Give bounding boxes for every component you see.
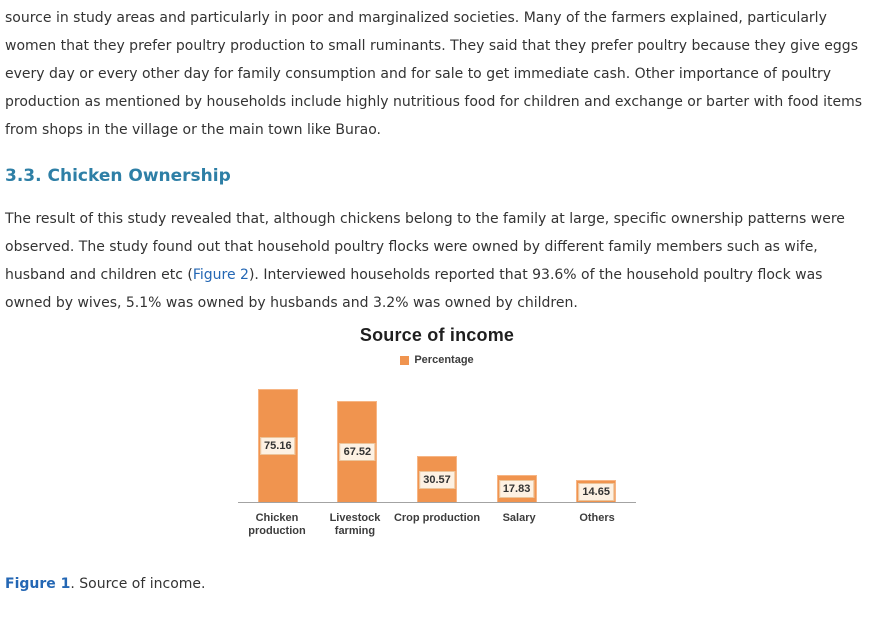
category-label: Others (579, 512, 615, 524)
bar-slot: 14.65 (556, 480, 636, 502)
paragraph-ownership: The result of this study revealed that, … (5, 205, 869, 317)
figure-caption-text: . Source of income. (70, 576, 206, 592)
chart-legend: Percentage (217, 354, 657, 367)
bar-slot: 30.57 (397, 456, 477, 502)
bar: 30.57 (416, 456, 457, 502)
bar-slot: 75.16 (238, 389, 318, 502)
chart-bars: 75.16 67.52 30.57 17.83 14.65 (238, 385, 636, 503)
paragraph-text-before-link: The result of this study revealed that, … (5, 211, 845, 283)
bar-value-label: 67.52 (339, 442, 376, 461)
category-label: Crop production (393, 512, 481, 524)
bar-value-label: 30.57 (419, 470, 455, 489)
legend-label: Percentage (414, 354, 474, 366)
article-page: source in study areas and particularly i… (5, 10, 869, 594)
bar-value-label: 17.83 (498, 480, 535, 499)
bar: 67.52 (337, 400, 378, 502)
bar-slot: 17.83 (477, 475, 557, 502)
figure2-link[interactable]: Figure 2 (192, 267, 249, 283)
legend-swatch-icon (400, 356, 410, 365)
bar: 75.16 (257, 389, 298, 502)
paragraph-text-after-link: ). Interviewed households reported that … (5, 267, 823, 311)
category-label: Chicken production (248, 512, 306, 537)
chart-plot-area: 75.16 67.52 30.57 17.83 14.65 Chicken product… (238, 385, 636, 538)
category-label: Salary (502, 512, 536, 524)
bar: 17.83 (496, 475, 537, 502)
section-heading-chicken-ownership: 3.3. Chicken Ownership (5, 166, 231, 186)
bar-slot: 67.52 (318, 400, 398, 502)
source-of-income-chart: Source of income Percentage 75.16 67.52 30… (217, 323, 657, 538)
bar-value-label: 75.16 (260, 437, 296, 456)
figure-caption-label: Figure 1 (5, 576, 71, 592)
figure-caption: Figure 1. Source of income. (5, 574, 869, 594)
category-label: Livestock farming (329, 512, 381, 537)
bar-value-label: 14.65 (578, 482, 614, 501)
chart-ticks: Chicken production Livestock farming Crop pr… (238, 503, 636, 538)
chart-title: Source of income (359, 325, 515, 345)
paragraph-intro: source in study areas and particularly i… (5, 10, 863, 138)
bar: 14.65 (576, 480, 617, 502)
